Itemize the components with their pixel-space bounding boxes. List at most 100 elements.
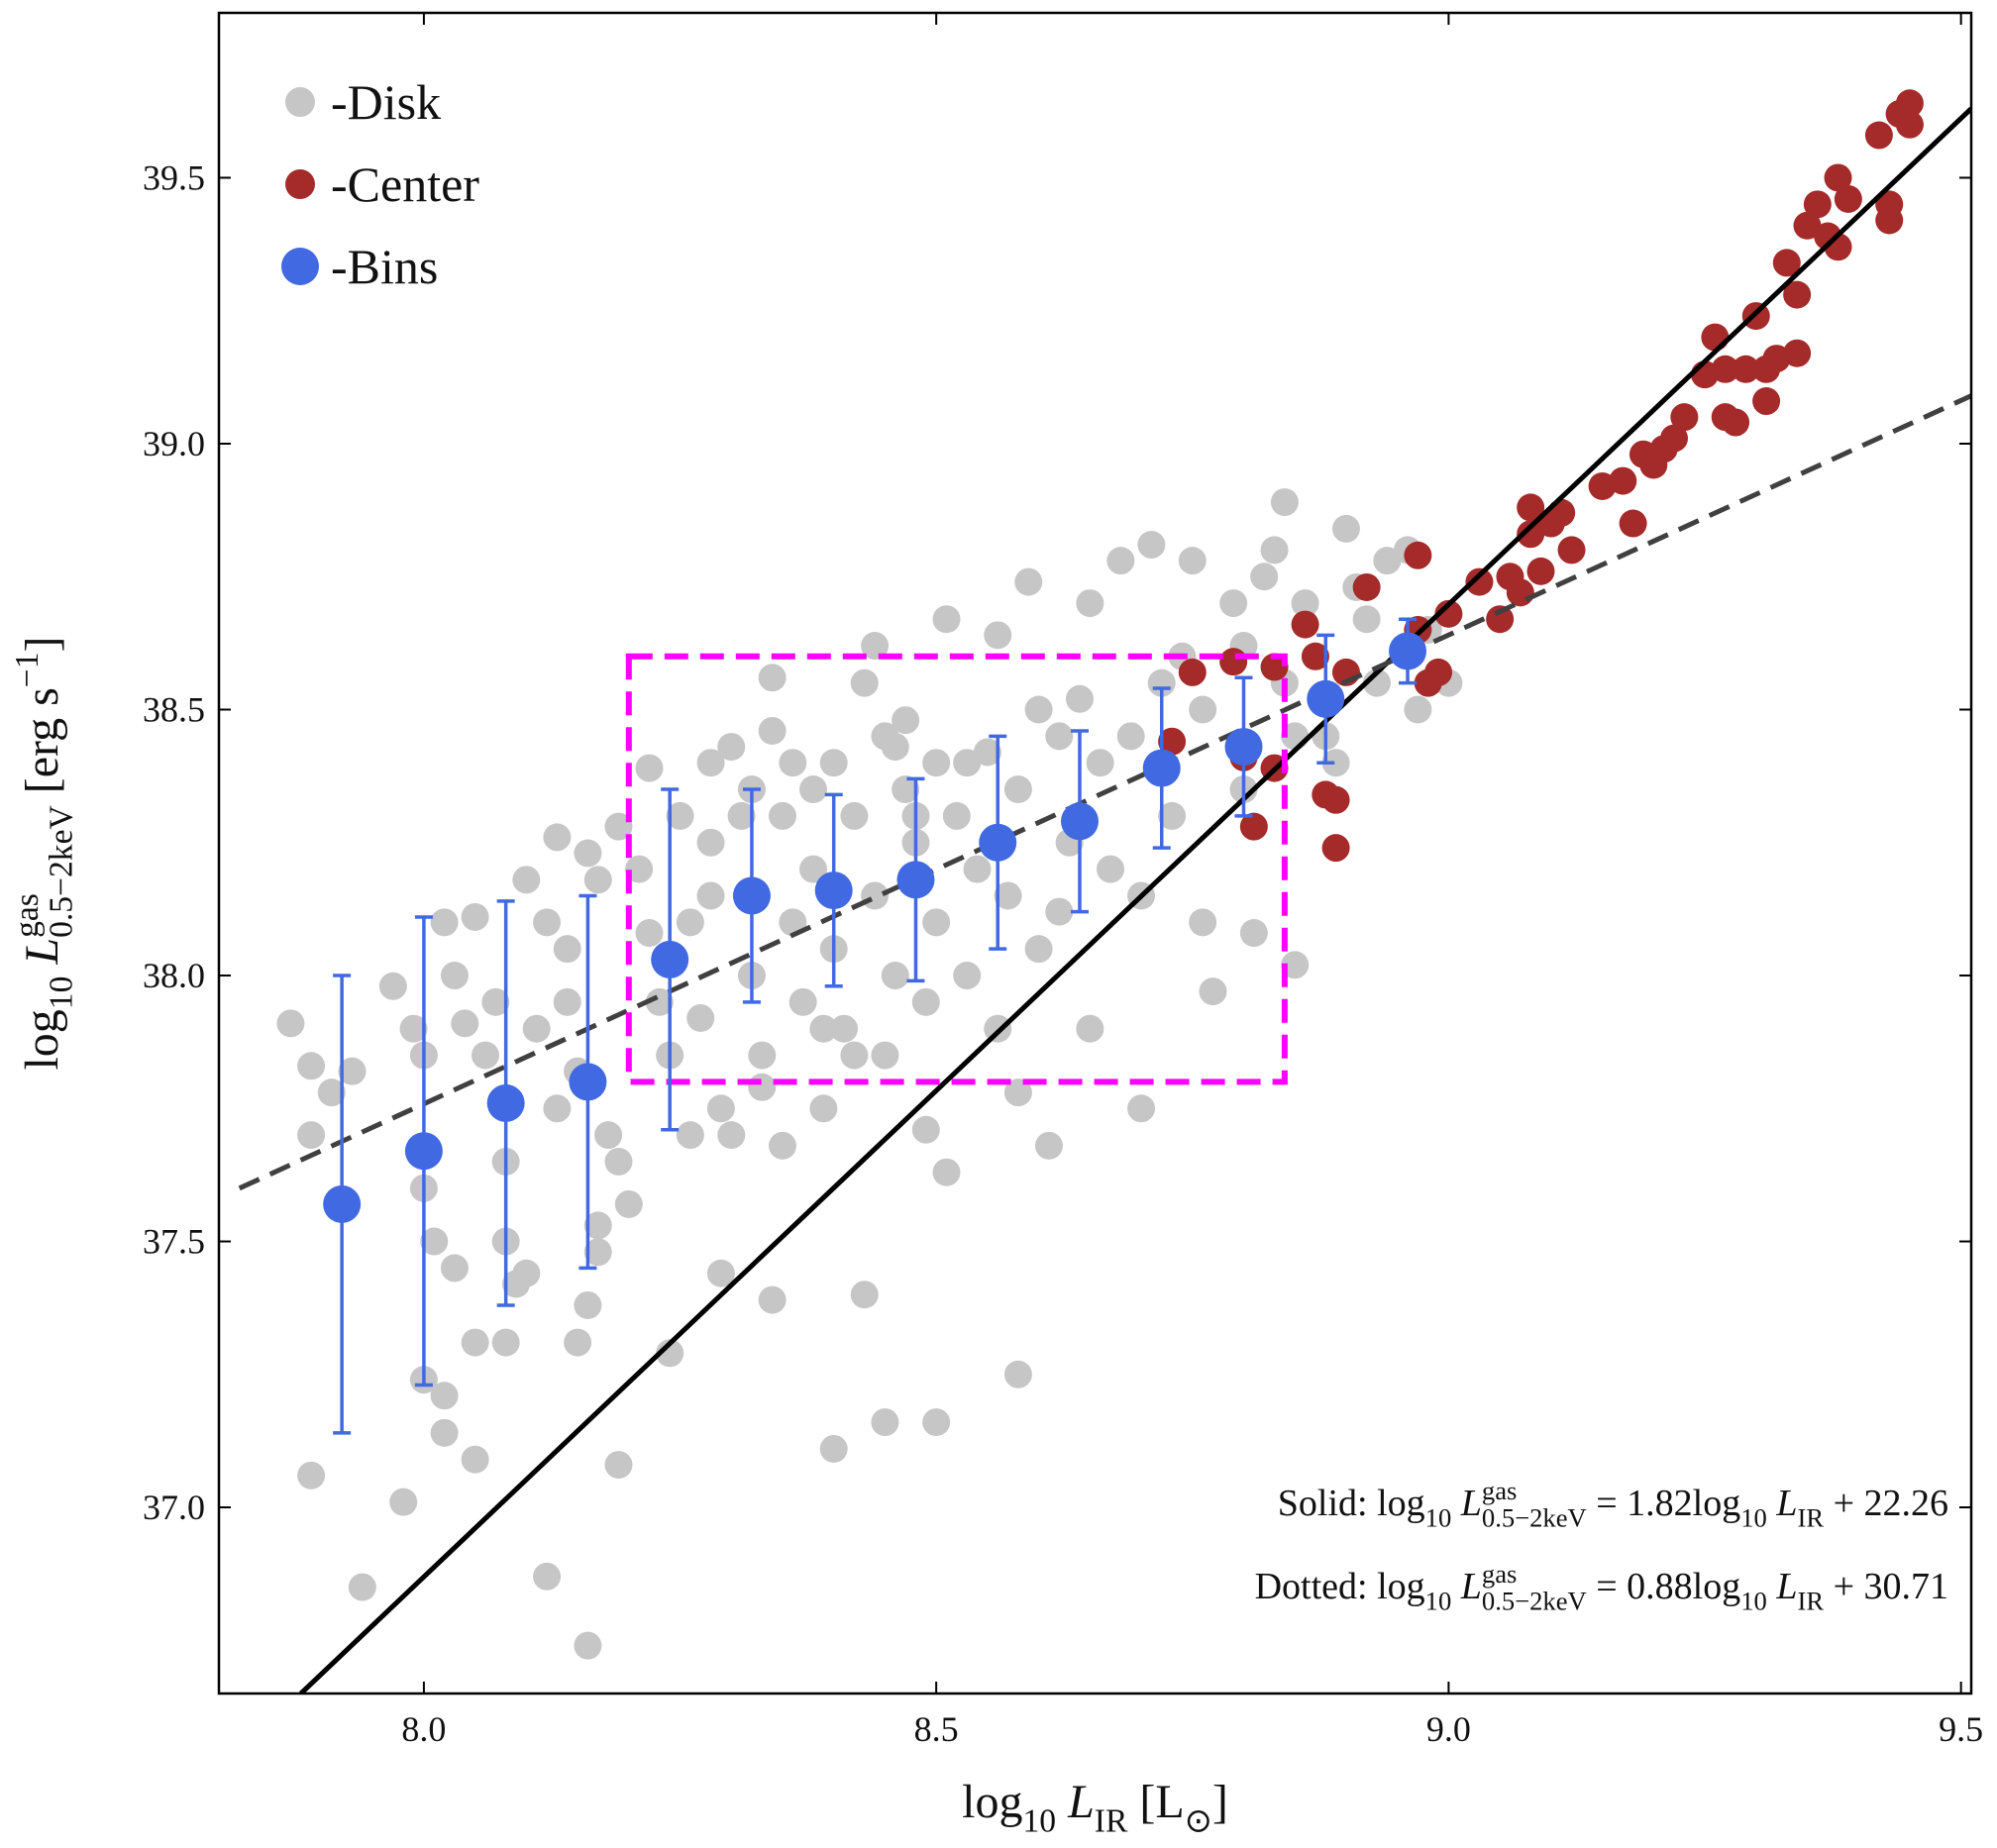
data-point xyxy=(1178,658,1207,686)
data-point xyxy=(1219,648,1248,676)
data-point xyxy=(1239,812,1268,841)
data-point xyxy=(922,749,951,777)
bin-point xyxy=(1142,749,1181,787)
data-point xyxy=(574,1631,602,1660)
data-point xyxy=(1158,727,1187,756)
bin-point xyxy=(979,823,1017,862)
data-point xyxy=(1824,163,1852,192)
bin-point xyxy=(569,1063,607,1101)
data-point xyxy=(656,1339,684,1368)
text-part: log xyxy=(962,1776,1022,1828)
data-point xyxy=(645,987,674,1016)
data-point xyxy=(378,972,407,1000)
data-point xyxy=(1875,190,1904,219)
data-point xyxy=(1517,520,1545,549)
data-point xyxy=(1732,355,1760,383)
data-point xyxy=(553,935,581,964)
data-point xyxy=(1609,466,1637,495)
data-point xyxy=(1486,605,1515,634)
data-point xyxy=(543,1094,572,1123)
data-point xyxy=(1404,695,1432,724)
data-point xyxy=(779,749,807,777)
text-part xyxy=(16,965,68,976)
data-point xyxy=(717,1121,746,1150)
data-point xyxy=(717,733,746,762)
data-point xyxy=(461,1328,489,1357)
data-point xyxy=(297,1461,326,1489)
text-part: gas xyxy=(9,893,46,938)
data-point xyxy=(1024,695,1053,724)
data-point xyxy=(338,1057,367,1085)
data-point xyxy=(1116,722,1145,751)
data-point xyxy=(911,987,940,1016)
data-point xyxy=(297,1121,326,1150)
text-part: + 22.26 xyxy=(1824,1483,1948,1524)
bin-point xyxy=(814,872,853,910)
data-point xyxy=(758,1285,787,1314)
text-part: ] xyxy=(1212,1776,1228,1828)
legend-marker xyxy=(281,248,319,285)
bin-point xyxy=(1060,802,1099,841)
bin-point xyxy=(486,1083,525,1122)
data-point xyxy=(1189,908,1217,937)
data-point xyxy=(819,1434,848,1463)
x-axis-label: log10 LIR [L⊙] xyxy=(962,1776,1228,1839)
text-part: gas xyxy=(1482,1476,1517,1505)
data-point xyxy=(1783,280,1812,309)
data-point xyxy=(1097,855,1125,883)
data-point xyxy=(574,839,602,868)
text-part: 0.5−2keV xyxy=(1482,1502,1587,1532)
data-point xyxy=(819,749,848,777)
data-point xyxy=(799,855,828,883)
text-part: Solid: log xyxy=(1278,1483,1425,1524)
data-point xyxy=(994,881,1022,910)
data-point xyxy=(1526,557,1555,585)
data-point xyxy=(1250,563,1279,591)
data-point xyxy=(583,1238,612,1267)
data-point xyxy=(758,664,787,692)
text-part: L xyxy=(1460,1483,1482,1524)
data-point xyxy=(871,1408,899,1437)
fit-line xyxy=(238,393,1971,1191)
data-point xyxy=(1260,536,1289,565)
data-point xyxy=(461,902,489,931)
data-point xyxy=(533,908,562,937)
data-point xyxy=(1711,355,1739,383)
text-part: Dotted: log xyxy=(1255,1566,1425,1607)
text-part: ⊙ xyxy=(1185,1802,1212,1839)
data-point xyxy=(892,775,920,804)
text-part: log xyxy=(16,1009,68,1070)
data-point xyxy=(768,1131,796,1160)
text-part: L xyxy=(1460,1566,1482,1607)
data-point xyxy=(583,1211,612,1240)
bin-point xyxy=(732,876,771,915)
data-point xyxy=(317,1078,346,1107)
text-part: IR xyxy=(1797,1502,1824,1532)
data-point xyxy=(1803,190,1832,219)
data-point xyxy=(809,1014,838,1043)
bin-point xyxy=(651,940,689,978)
data-point xyxy=(676,908,704,937)
data-point xyxy=(430,908,459,937)
data-point xyxy=(594,1121,623,1150)
data-point xyxy=(1321,834,1350,863)
legend-marker xyxy=(285,87,315,117)
data-point xyxy=(1158,801,1187,830)
text-part: IR xyxy=(1095,1802,1128,1839)
data-point xyxy=(922,1408,951,1437)
data-point xyxy=(932,1158,961,1186)
data-point xyxy=(604,812,633,841)
data-point xyxy=(922,908,951,937)
data-point xyxy=(1722,408,1750,437)
data-point xyxy=(1106,547,1135,575)
data-point xyxy=(1219,589,1248,618)
data-point xyxy=(1352,572,1381,601)
data-point xyxy=(1834,184,1862,213)
bin-point xyxy=(404,1132,443,1171)
x-tick-label: 8.0 xyxy=(401,1709,446,1749)
data-point xyxy=(1137,531,1166,560)
text-part: + 30.71 xyxy=(1824,1566,1948,1607)
data-point xyxy=(1783,339,1812,367)
text-part: 10 xyxy=(1425,1586,1452,1615)
data-point xyxy=(1352,605,1381,634)
